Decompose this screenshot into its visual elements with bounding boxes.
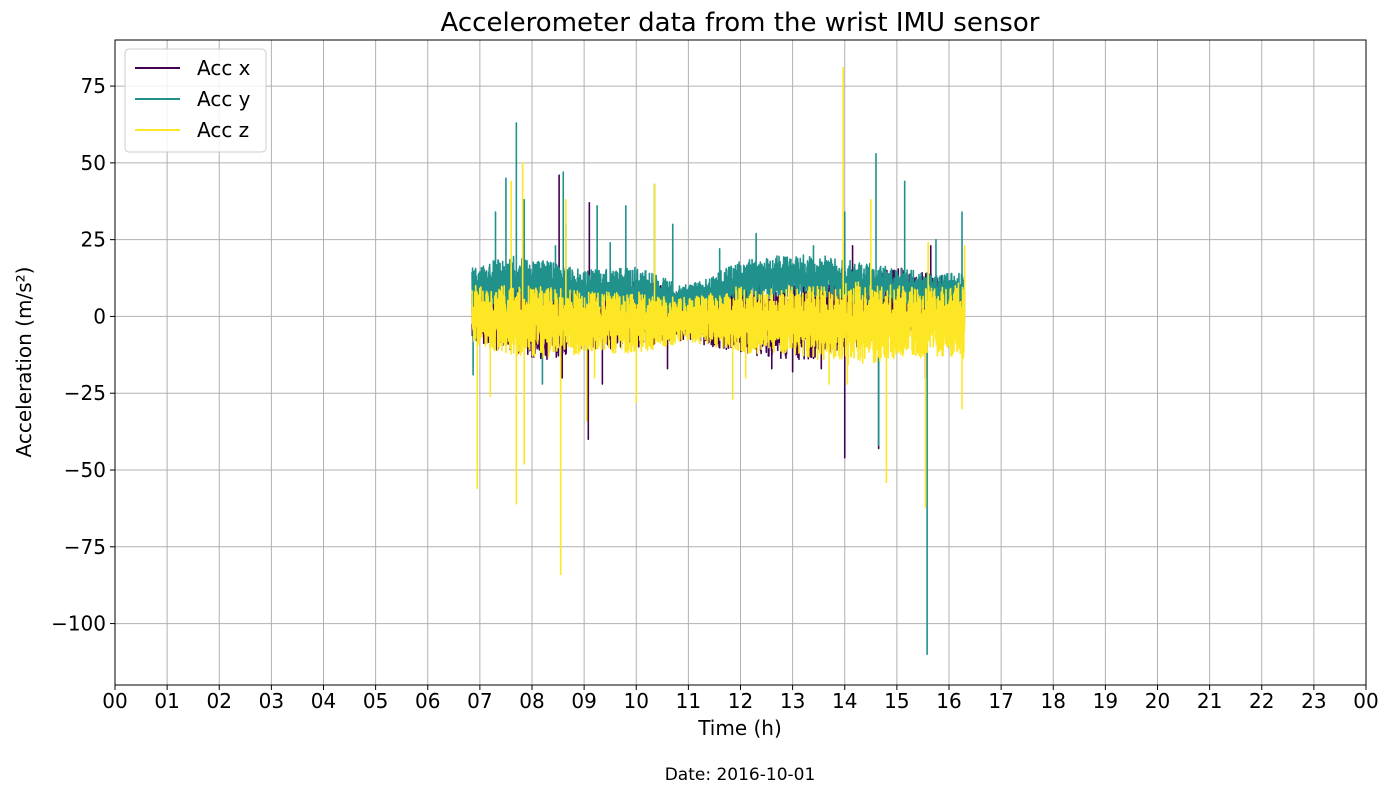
x-tick-label: 00 <box>1353 689 1378 713</box>
legend-label: Acc y <box>197 87 251 111</box>
x-tick-label: 23 <box>1301 689 1326 713</box>
x-tick-label: 15 <box>884 689 909 713</box>
x-tick-label: 20 <box>1145 689 1170 713</box>
plot-series <box>471 66 966 656</box>
x-tick-label: 17 <box>988 689 1013 713</box>
x-axis-label: Time (h) <box>697 716 782 740</box>
x-axis-ticks: 00 01 02 03 04 05 06 07 08 09 10 11 12 13 14 15 16 17 18 19… <box>102 685 1379 713</box>
x-tick-label: 13 <box>780 689 805 713</box>
x-tick-label: 01 <box>154 689 179 713</box>
x-tick-label: 19 <box>1093 689 1118 713</box>
x-tick-label: 06 <box>415 689 440 713</box>
x-tick-label: 00 <box>102 689 127 713</box>
y-axis-ticks: 75 50 25 0 −25 −50 −75 −100 <box>51 74 115 636</box>
y-tick-label: −25 <box>64 381 106 405</box>
x-tick-label: 16 <box>936 689 961 713</box>
y-tick-label: −100 <box>51 612 106 636</box>
x-tick-label: 11 <box>676 689 701 713</box>
x-tick-label: 10 <box>624 689 649 713</box>
y-tick-label: 50 <box>81 151 106 175</box>
x-tick-label: 09 <box>571 689 596 713</box>
chart-title: Accelerometer data from the wrist IMU se… <box>441 8 1040 38</box>
x-tick-label: 21 <box>1197 689 1222 713</box>
legend-label: Acc x <box>197 56 251 80</box>
legend-box <box>124 48 267 153</box>
series-line-acc-z <box>471 66 966 576</box>
x-tick-label: 05 <box>363 689 388 713</box>
legend: Acc x Acc y Acc z <box>124 48 267 153</box>
x-tick-label: 22 <box>1249 689 1274 713</box>
x-tick-label: 14 <box>832 689 857 713</box>
y-tick-label: 0 <box>93 304 106 328</box>
y-tick-label: 25 <box>81 228 106 252</box>
x-tick-label: 03 <box>259 689 284 713</box>
y-axis-label: Acceleration (m/s²) <box>12 267 36 458</box>
y-tick-label: 75 <box>81 74 106 98</box>
x-tick-label: 12 <box>728 689 753 713</box>
x-tick-label: 18 <box>1041 689 1066 713</box>
x-tick-label: 04 <box>311 689 336 713</box>
y-tick-label: −75 <box>64 535 106 559</box>
y-tick-label: −50 <box>64 458 106 482</box>
x-tick-label: 08 <box>519 689 544 713</box>
x-tick-label: 02 <box>207 689 232 713</box>
date-caption: Date: 2016-10-01 <box>665 765 816 785</box>
series-line-acc-y <box>471 122 966 656</box>
legend-label: Acc z <box>197 118 249 142</box>
x-tick-label: 07 <box>467 689 492 713</box>
